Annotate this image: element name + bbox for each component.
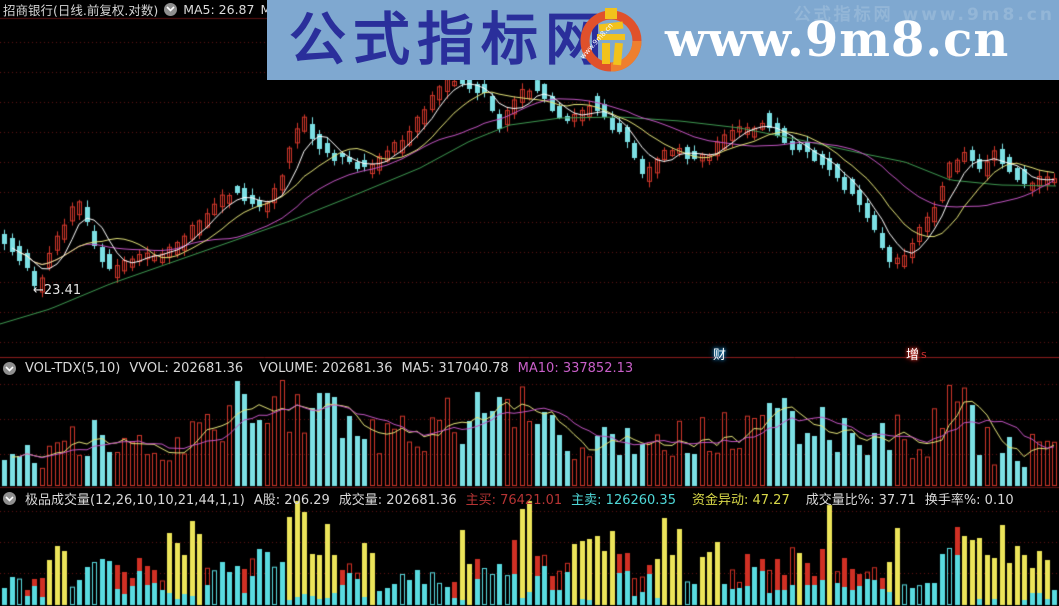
main-chart-header: 招商银行(日线.前复权.对数) MA5: 26.87 MA10:	[3, 1, 300, 18]
volume-value: VOLUME: 202681.36	[259, 361, 393, 376]
zijin-value: 资金异动: 47.27	[691, 493, 790, 508]
cjl-value: 成交量: 202681.36	[338, 493, 457, 508]
label-cai: 财	[713, 348, 727, 363]
chevron-down-icon[interactable]	[3, 362, 16, 375]
chevron-down-icon[interactable]	[164, 2, 178, 16]
price-marker-label: ←23.41	[33, 283, 82, 298]
watermark-logo: www.9m8.cn	[577, 4, 645, 76]
main-ma5-value: MA5: 26.87	[183, 1, 255, 17]
label-zeng-mark: s	[921, 348, 927, 361]
watermark-brand-text: 公式指标网	[289, 7, 609, 73]
vol-ma5-value: MA5: 317040.78	[401, 361, 509, 376]
vol-ma10-value: MA10: 337852.13	[517, 361, 634, 376]
vvol-value: VVOL: 202681.36	[129, 361, 244, 376]
watermark-banner: 公式指标网 www.9m8.cn 公式指标网 www.9m8.cn www.9m…	[267, 0, 1059, 80]
chevron-down-icon[interactable]	[3, 492, 16, 505]
a-share-value: A股: 206.29	[253, 493, 330, 508]
watermark-url-text: www.9m8.cn	[665, 12, 1010, 68]
volume-pane[interactable]	[0, 378, 1059, 486]
vol-indicator-name: VOL-TDX(5,10)	[25, 361, 121, 376]
symbol-title: 招商银行(日线.前复权.对数)	[3, 2, 159, 18]
label-zeng: 增	[906, 348, 920, 363]
zhu-sell-value: 主卖: 126260.35	[571, 493, 676, 508]
cjlb-value: 成交量比%: 37.71	[805, 493, 916, 508]
zhu-buy-value: 主买: 76421.01	[465, 493, 563, 508]
watermark-ghost-text: 公式指标网 www.9m8.cn	[793, 5, 1055, 25]
bottom-indicator-name: 极品成交量(12,26,10,10,21,44,1,1)	[25, 493, 245, 508]
hsl-value: 换手率%: 0.10	[924, 493, 1014, 508]
volume-pane-header: VOL-TDX(5,10) VVOL: 202681.36 VOLUME: 20…	[3, 361, 633, 376]
bottom-pane-header: 极品成交量(12,26,10,10,21,44,1,1) A股: 206.29 …	[3, 489, 1014, 508]
